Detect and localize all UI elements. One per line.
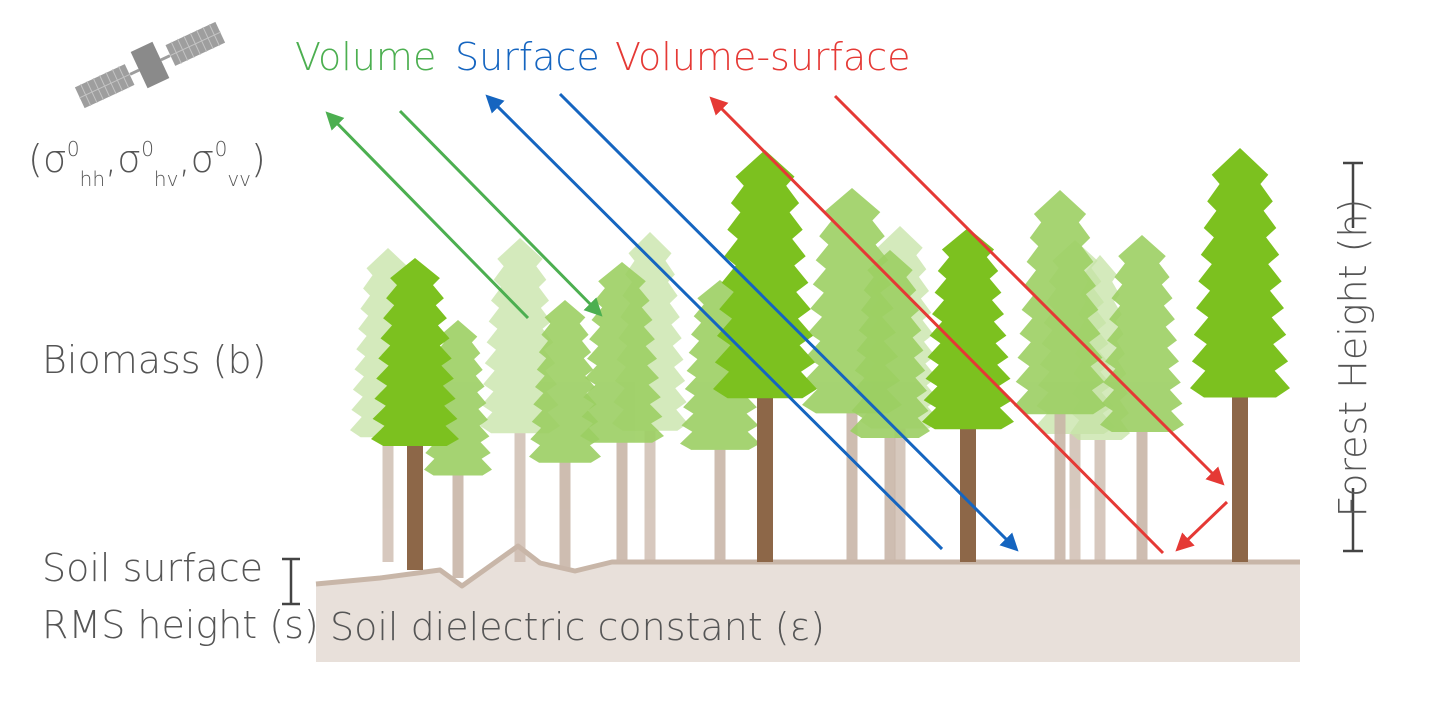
tree-trunk (714, 423, 726, 562)
tree-crown (1014, 190, 1106, 415)
biomass-label: Biomass (b) (42, 338, 266, 382)
tree-trunk (1069, 406, 1081, 562)
tree-crown (580, 262, 664, 443)
tree (922, 228, 1014, 562)
volume-surface-arrow-bounce (1175, 500, 1229, 552)
tree-trunk (644, 403, 656, 562)
legend-volume: Volume (295, 35, 436, 79)
tree (1190, 148, 1290, 562)
forest (350, 148, 1290, 578)
soil-dielectric-label: Soil dielectric constant (ε) (330, 605, 825, 649)
tree-trunk (846, 384, 858, 562)
scattering-arrows (325, 92, 1229, 555)
tree-crown (850, 250, 930, 438)
surface-arrow-out (485, 94, 944, 551)
tree-trunk (894, 400, 906, 562)
tree-trunk (514, 405, 526, 562)
legend-surface: Surface (455, 35, 600, 79)
tree-trunk (616, 416, 628, 562)
tree-trunk (452, 449, 464, 578)
tree (580, 262, 664, 562)
volume-surface-arrow-out (709, 96, 1165, 555)
surface-arrow-in (558, 92, 1019, 552)
tree-trunk (382, 410, 394, 562)
tree-crown (713, 150, 817, 399)
tree-trunk (559, 436, 571, 570)
rms-height-marker (282, 557, 300, 606)
soil-body (316, 546, 1300, 662)
tree (1014, 190, 1106, 562)
tree (850, 250, 930, 562)
tree-crown (1190, 148, 1290, 398)
tree (371, 258, 459, 570)
volume-arrow-out (325, 111, 530, 320)
volume-surface-arrow-in (833, 94, 1225, 486)
tree-trunk (407, 418, 423, 570)
forest-height-bracket (1343, 161, 1363, 553)
tree-trunk (884, 410, 896, 562)
soil-surface-label: Soil surface (42, 546, 263, 590)
tree-trunk (1232, 368, 1248, 562)
legend-volume-surface: Volume-surface (615, 35, 910, 79)
tree-crown (371, 258, 459, 446)
tree-crown (922, 228, 1014, 430)
tree-crown (529, 300, 601, 463)
tree (713, 150, 817, 562)
satellite-icon (73, 20, 227, 110)
tree-trunk (1054, 385, 1066, 562)
forest-height-label: Forest Height (h) (1331, 199, 1375, 518)
sigma-label: (σ0hh,σ0hv,σ0vv) (28, 137, 266, 191)
volume-arrow-in (398, 109, 603, 317)
tree (529, 300, 601, 570)
tree-trunk (757, 368, 773, 562)
tree-trunk (960, 401, 976, 562)
tree-trunk (1136, 404, 1148, 562)
rms-height-label: RMS height (s) (42, 603, 319, 647)
